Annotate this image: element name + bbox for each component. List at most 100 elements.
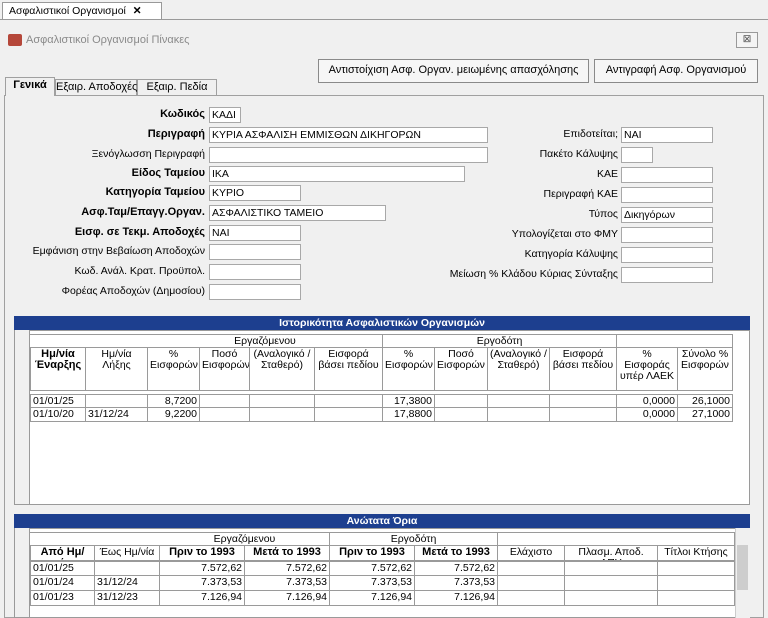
- table-cell: 7.572,62: [415, 561, 498, 576]
- table-cell: 27,1000: [678, 408, 733, 422]
- column-header: Ημ/νία Λήξης: [86, 348, 148, 391]
- text-input[interactable]: [621, 147, 653, 163]
- table-cell: 31/12/24: [95, 576, 160, 591]
- table-cell: 7.126,94: [160, 591, 245, 606]
- text-input[interactable]: ΑΣΦΑΛΙΣΤΙΚΟ ΤΑΜΕΙΟ: [209, 205, 386, 221]
- field-label: Περιγραφή ΚΑΕ: [543, 188, 618, 200]
- text-input[interactable]: [621, 247, 713, 263]
- text-input[interactable]: [621, 167, 713, 183]
- table-cell: 01/01/25: [30, 561, 95, 576]
- table-cell: [86, 394, 148, 408]
- tab-close-icon[interactable]: ✕: [132, 5, 142, 17]
- text-input[interactable]: ΚΥΡΙΑ ΑΣΦΑΛΙΣΗ ΕΜΜΙΣΘΩΝ ΔΙΚΗΓΟΡΩΝ: [209, 127, 488, 143]
- table-title-bar: Ιστορικότητα Ασφαλιστικών Οργανισμών: [14, 316, 750, 330]
- field-label: Εμφάνιση στην Βεβαίωση Αποδοχών: [32, 245, 205, 257]
- table-cell: 7.126,94: [245, 591, 330, 606]
- field-label: Πακέτο Κάλυψης: [539, 148, 618, 160]
- field-label: Είδος Ταμείου: [131, 167, 205, 179]
- table-cell: 26,1000: [678, 394, 733, 408]
- table-cell: [550, 408, 617, 422]
- tab[interactable]: Εξαιρ. Αποδοχές: [55, 79, 137, 96]
- table-cell: 7.373,53: [160, 576, 245, 591]
- table-cell: 7.572,62: [245, 561, 330, 576]
- table-cell: [565, 576, 658, 591]
- table-cell: 8,7200: [148, 394, 200, 408]
- table-cell: 0,0000: [617, 394, 678, 408]
- text-input[interactable]: [209, 264, 301, 280]
- column-group-header: Εργοδότη: [383, 334, 617, 348]
- column-header: Έως Ημ/νία: [95, 546, 160, 561]
- top-tab[interactable]: Ασφαλιστικοί Οργανισμοί ✕: [2, 2, 162, 19]
- table-cell: [488, 394, 550, 408]
- field-label: Κατηγορία Ταμείου: [105, 186, 205, 198]
- window-icon: [8, 34, 22, 46]
- button[interactable]: Αντιγραφή Ασφ. Οργανισμού: [594, 59, 758, 83]
- top-tab-label: Ασφαλιστικοί Οργανισμοί: [9, 5, 126, 17]
- table-cell: [488, 408, 550, 422]
- column-header: (Αναλογικό / Σταθερό): [488, 348, 550, 391]
- field-label: ΚΑΕ: [596, 168, 618, 180]
- scrollbar-thumb[interactable]: [737, 545, 748, 590]
- table-cell: [435, 408, 488, 422]
- tab[interactable]: Γενικά: [5, 77, 55, 96]
- table-title-bar: Ανώτατα Όρια: [14, 514, 750, 528]
- button[interactable]: Αντιστοίχιση Ασφ. Οργαν. μειωμένης απασχ…: [318, 59, 589, 83]
- text-input[interactable]: [621, 267, 713, 283]
- table-cell: 7.572,62: [330, 561, 415, 576]
- table-cell: 7.373,53: [415, 576, 498, 591]
- column-group-header: Εργαζόμενου: [148, 334, 383, 348]
- text-input[interactable]: [621, 227, 713, 243]
- text-input[interactable]: ΝΑΙ: [621, 127, 713, 143]
- field-label: Επιδοτείται;: [563, 128, 618, 140]
- table-cell: [498, 576, 565, 591]
- column-header: % Εισφορών: [383, 348, 435, 391]
- table-cell: 7.572,62: [160, 561, 245, 576]
- field-label: Φορέας Αποδοχών (Δημοσίου): [61, 285, 205, 297]
- table-cell: [250, 408, 315, 422]
- table-cell: 31/12/24: [86, 408, 148, 422]
- table-cell: 7.373,53: [245, 576, 330, 591]
- column-header: Ποσό Εισφορών: [200, 348, 250, 391]
- window-close[interactable]: ⊠: [736, 32, 758, 48]
- column-header: Πλασμ. Αποδ. ΔΠΥ: [565, 546, 658, 561]
- text-input[interactable]: ΙΚΑ: [209, 166, 465, 182]
- column-header: Τίτλοι Κτήσης: [658, 546, 735, 561]
- table-cell: 9,2200: [148, 408, 200, 422]
- table-cell: [565, 561, 658, 576]
- window-title: Ασφαλιστικοί Οργανισμοί Πίνακες: [26, 34, 190, 46]
- column-header: (Αναλογικό / Σταθερό): [250, 348, 315, 391]
- table-cell: [435, 394, 488, 408]
- text-input[interactable]: [209, 147, 488, 163]
- column-header: Εισφορά βάσει πεδίου: [315, 348, 383, 391]
- field-label: Υπολογίζεται στο ΦΜΥ: [511, 228, 618, 240]
- table-cell: [200, 394, 250, 408]
- table-cell: [315, 408, 383, 422]
- table-cell: 01/10/20: [30, 408, 86, 422]
- row-indicator-column: [15, 330, 30, 504]
- tab[interactable]: Εξαιρ. Πεδία: [137, 79, 217, 96]
- column-header: Πριν το 1993: [330, 546, 415, 561]
- text-input[interactable]: [209, 244, 301, 260]
- field-label: Εισφ. σε Τεκμ. Αποδοχές: [74, 226, 205, 238]
- text-input[interactable]: ΝΑΙ: [209, 225, 301, 241]
- field-label: Τύπος: [588, 208, 618, 220]
- column-header: Ποσό Εισφορών: [435, 348, 488, 391]
- text-input[interactable]: Δικηγόρων: [621, 207, 713, 223]
- table-cell: [498, 591, 565, 606]
- top-strip-line: [0, 19, 768, 20]
- text-input[interactable]: [209, 284, 301, 300]
- table-cell: 17,8800: [383, 408, 435, 422]
- text-input[interactable]: ΚΥΡΙΟ: [209, 185, 301, 201]
- text-input[interactable]: [621, 187, 713, 203]
- text-input[interactable]: ΚΑΔΙ: [209, 107, 241, 123]
- table-cell: 7.373,53: [330, 576, 415, 591]
- field-label: Μείωση % Κλάδου Κύριας Σύνταξης: [449, 268, 618, 280]
- table-cell: [315, 394, 383, 408]
- column-group-header: Εργαζόμενου: [160, 532, 330, 546]
- table-cell: [658, 561, 735, 576]
- table-cell: 01/01/24: [30, 576, 95, 591]
- field-label: Κωδ. Ανάλ. Κρατ. Προϋπολ.: [74, 265, 205, 277]
- field-label: Ξενόγλωσση Περιγραφή: [91, 148, 205, 160]
- field-label: Ασφ.Ταμ/Επαγγ.Οργαν.: [81, 206, 205, 218]
- column-header: Πριν το 1993: [160, 546, 245, 561]
